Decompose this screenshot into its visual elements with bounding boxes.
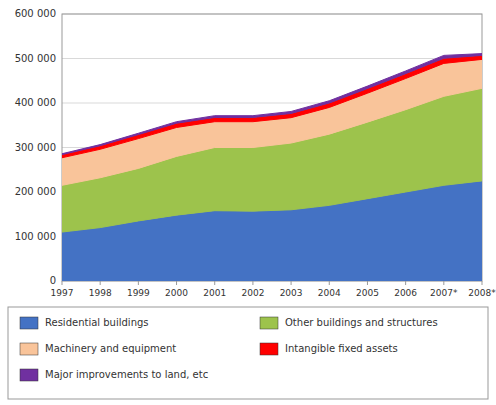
x-tick-label: 1997 [51, 288, 74, 298]
x-tick-label: 2000 [165, 288, 188, 298]
x-tick [329, 281, 330, 285]
x-tick-label: 2003 [280, 288, 303, 298]
y-tick-label: 0 [50, 275, 56, 286]
axes: 0 100 000 200 000 300 000 400 000 500 000 600 … [15, 8, 496, 298]
legend: Residential buildings Other buildings and… [8, 307, 488, 399]
x-tick-label: 2001 [203, 288, 226, 298]
x-tick [482, 281, 483, 285]
y-tick-label: 300 000 [15, 142, 56, 153]
x-tick [62, 281, 63, 285]
legend-box [8, 307, 488, 399]
y-tick-label: 100 000 [15, 231, 56, 242]
y-tick-label: 200 000 [15, 186, 56, 197]
x-tick [291, 281, 292, 285]
legend-swatch [20, 343, 38, 355]
x-tick-label: 2006 [394, 288, 417, 298]
x-tick-label: 2005 [356, 288, 379, 298]
chart: 0 100 000 200 000 300 000 400 000 500 000 600 … [0, 0, 496, 405]
legend-label: Other buildings and structures [285, 317, 438, 328]
legend-swatch [20, 317, 38, 329]
x-tick-label: 2007* [430, 288, 458, 298]
legend-label: Intangible fixed assets [285, 343, 398, 354]
x-tick [138, 281, 139, 285]
x-tick-label: 2002 [241, 288, 264, 298]
x-tick [176, 281, 177, 285]
x-tick [443, 281, 444, 285]
legend-label: Machinery and equipment [45, 343, 176, 354]
legend-swatch [260, 317, 278, 329]
area [62, 54, 482, 155]
grid-line [62, 58, 482, 59]
x-tick [214, 281, 215, 285]
x-tick-label: 2008* [468, 288, 496, 298]
legend-label: Major improvements to land, etc [45, 369, 208, 380]
area [62, 55, 482, 157]
grid [62, 14, 482, 281]
plot-frame [62, 14, 482, 281]
x-tick [405, 281, 406, 285]
x-tick-label: 1998 [89, 288, 112, 298]
legend-label: Residential buildings [45, 317, 149, 328]
y-tick-label: 500 000 [15, 53, 56, 64]
x-tick [252, 281, 253, 285]
legend-swatch [20, 369, 38, 381]
area [62, 59, 482, 185]
x-tick-label: 1999 [127, 288, 150, 298]
y-tick-label: 600 000 [15, 8, 56, 19]
areas [62, 54, 482, 281]
x-tick [367, 281, 368, 285]
x-tick-label: 2004 [318, 288, 341, 298]
y-tick-label: 400 000 [15, 97, 56, 108]
legend-swatch [260, 343, 278, 355]
x-tick [100, 281, 101, 285]
